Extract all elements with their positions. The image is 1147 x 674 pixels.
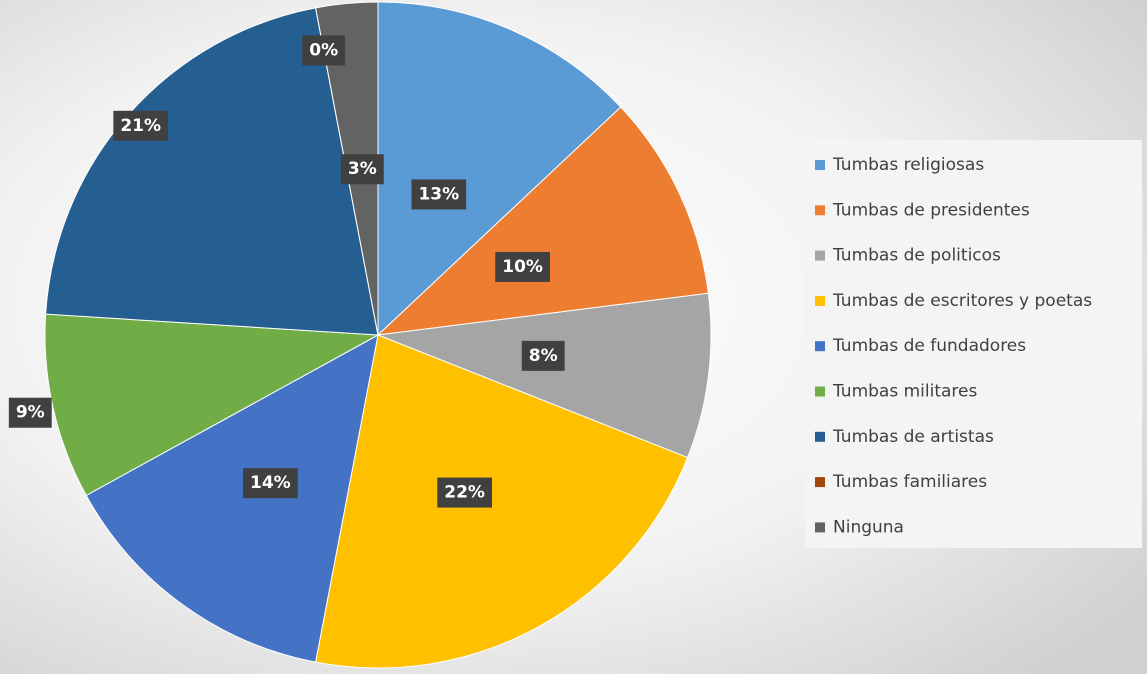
pie-slice	[376, 106, 709, 336]
data-label-box	[302, 35, 346, 66]
data-label-box	[8, 397, 52, 428]
data-label-box	[411, 179, 467, 210]
data-label: 3%	[348, 159, 377, 179]
data-label: 9%	[16, 403, 45, 423]
legend-label: Tumbas militares	[832, 382, 977, 402]
data-label: 14%	[250, 473, 291, 493]
legend-label: Tumbas de escritores y poetas	[832, 291, 1092, 311]
data-label: 13%	[418, 184, 459, 204]
data-label: 22%	[444, 483, 485, 503]
data-label-box	[340, 154, 384, 185]
pie-slice	[85, 334, 379, 663]
data-label: 21%	[120, 116, 161, 136]
data-label: 0%	[309, 40, 338, 60]
data-label-box	[437, 477, 492, 508]
legend-label: Tumbas de politicos	[832, 246, 1001, 266]
legend-swatch	[815, 160, 825, 170]
legend-label: Tumbas de artistas	[832, 427, 994, 447]
pie-slice	[377, 1, 622, 337]
pie-slice	[377, 292, 712, 459]
legend-box	[805, 140, 1142, 548]
data-label-box	[242, 468, 298, 499]
data-label-box	[521, 340, 565, 371]
legend-swatch	[815, 522, 825, 533]
legend-label: Tumbas de fundadores	[832, 336, 1026, 356]
pie-slice	[44, 313, 380, 497]
pie-slice	[315, 334, 689, 669]
legend-swatch	[815, 341, 825, 352]
legend-label: Tumbas de presidentes	[832, 200, 1030, 220]
legend-swatch	[815, 386, 825, 397]
legend-label: Ninguna	[833, 517, 904, 537]
legend-swatch	[815, 250, 825, 261]
legend-swatch	[815, 205, 825, 216]
data-label: 10%	[502, 257, 543, 277]
legend-label: Tumbas familiares	[832, 472, 987, 492]
data-label-box	[113, 110, 169, 141]
legend-swatch	[815, 431, 825, 442]
legend-swatch	[815, 477, 825, 488]
legend-swatch	[815, 295, 825, 306]
legend-label: Tumbas religiosas	[832, 155, 984, 175]
data-label-box	[495, 251, 550, 282]
data-label: 8%	[529, 346, 558, 366]
